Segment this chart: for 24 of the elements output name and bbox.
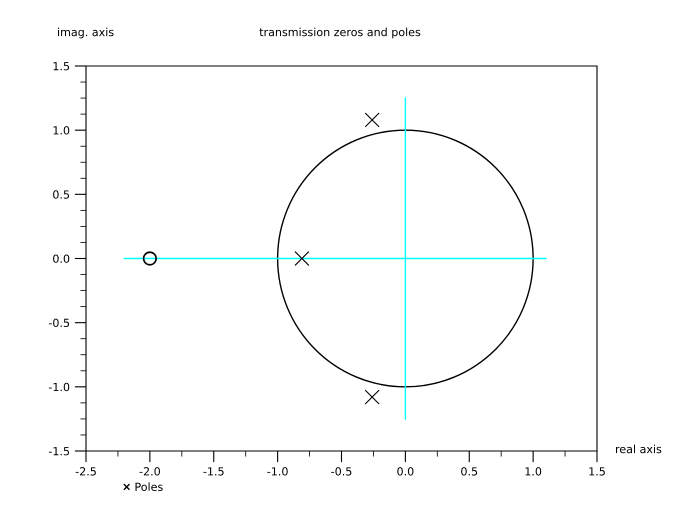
x-tick-label: -2.5 xyxy=(76,467,96,476)
x-tick-label: 1.0 xyxy=(526,467,542,476)
y-tick-label: 0.0 xyxy=(53,254,70,263)
y-tick-label: -1.0 xyxy=(48,382,70,392)
y-tick-label: -1.5 xyxy=(48,447,70,456)
x-tick-label: 0.0 xyxy=(397,467,414,476)
y-axis-title: imag. axis xyxy=(58,28,114,38)
x-tick-label: -1.5 xyxy=(203,467,224,476)
x-tick-label: -0.5 xyxy=(331,467,352,476)
y-tick-label: 1.0 xyxy=(54,126,70,135)
point xyxy=(364,390,380,405)
y-tick-label: 1.5 xyxy=(54,62,70,70)
point xyxy=(294,251,310,266)
legend-label: Poles xyxy=(136,482,163,491)
y-tick-label: -0.5 xyxy=(48,318,70,328)
point xyxy=(364,112,380,128)
x-tick-label: -2.0 xyxy=(140,467,160,476)
x-tick-label: 0.5 xyxy=(461,467,478,476)
chart-title: transmission zeros and poles xyxy=(259,28,420,38)
y-tick-label: 0.5 xyxy=(53,190,70,199)
point xyxy=(142,251,157,266)
x-tick-label: -1.0 xyxy=(267,467,288,476)
x-tick-label: 1.5 xyxy=(589,467,605,476)
x-axis-title: real axis xyxy=(616,444,662,454)
